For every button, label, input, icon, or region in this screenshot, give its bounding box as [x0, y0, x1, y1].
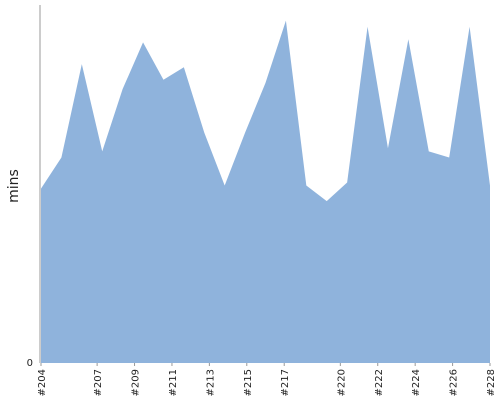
- x-tick-label: #211: [168, 369, 179, 396]
- x-tick-label: #207: [93, 369, 104, 396]
- x-axis-ticks: #204 #207 #209 #211 #213 #215 #217 #220 #222 #224…: [37, 363, 497, 396]
- y-axis-ticks: 0: [27, 358, 33, 369]
- x-tick-label: #213: [205, 369, 216, 396]
- x-tick-label: #217: [280, 369, 291, 396]
- x-tick-label: #222: [374, 369, 385, 396]
- x-tick-label: #220: [336, 369, 347, 396]
- x-tick-label: #204: [37, 369, 48, 396]
- x-tick-label: #228: [486, 369, 497, 396]
- x-tick-label: #224: [411, 369, 422, 396]
- x-tick-label: #215: [243, 369, 254, 396]
- x-tick-label: #226: [449, 369, 460, 396]
- x-tick-label: #209: [131, 369, 142, 396]
- y-axis-title: mins: [6, 169, 22, 203]
- series-area: [41, 20, 490, 364]
- y-tick-label: 0: [27, 358, 33, 369]
